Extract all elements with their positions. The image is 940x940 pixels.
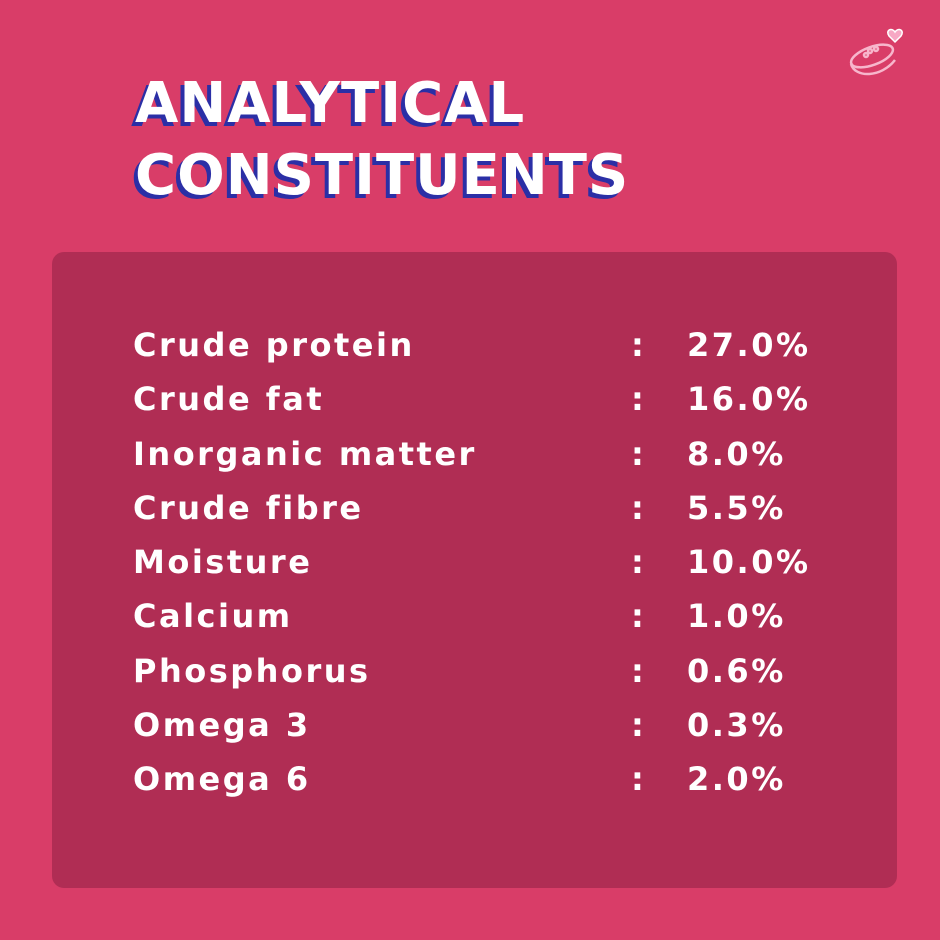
constituent-value: 0.3% bbox=[687, 706, 786, 745]
table-row: Crude fibre: 5.5% bbox=[133, 481, 853, 535]
constituent-name: Inorganic matter bbox=[133, 434, 477, 473]
separator: : bbox=[631, 543, 647, 582]
constituent-name: Crude protein bbox=[133, 326, 415, 364]
table-row: Omega 6: 2.0% bbox=[133, 752, 853, 806]
constituent-name: Omega 6 bbox=[133, 760, 311, 799]
separator: : bbox=[631, 760, 647, 799]
constituent-value: 0.6% bbox=[687, 651, 786, 690]
table-row: Omega 3: 0.3% bbox=[133, 698, 853, 752]
constituent-name: Calcium bbox=[133, 597, 293, 636]
constituent-name: Phosphorus bbox=[133, 651, 371, 690]
table-row: Inorganic matter: 8.0% bbox=[133, 427, 853, 481]
separator: : bbox=[631, 651, 647, 690]
title-line: ANALYTICAL bbox=[135, 71, 526, 136]
constituents-table: Crude protein: 27.0% Crude fat: 16.0% Inorga… bbox=[133, 318, 853, 807]
table-row: Phosphorus: 0.6% bbox=[133, 644, 853, 698]
constituent-value: 16.0% bbox=[687, 380, 811, 419]
bowl-icon bbox=[849, 28, 903, 76]
table-row: Crude fat: 16.0% bbox=[133, 372, 853, 426]
constituent-name: Crude fibre bbox=[133, 488, 364, 527]
separator: : bbox=[631, 706, 647, 745]
constituent-value: 10.0% bbox=[687, 543, 811, 582]
constituent-value: 5.5% bbox=[687, 488, 786, 527]
constituent-value: 1.0% bbox=[687, 597, 786, 636]
table-row: Moisture: 10.0% bbox=[133, 535, 853, 589]
constituent-value: 2.0% bbox=[687, 760, 786, 799]
constituent-name: Omega 3 bbox=[133, 706, 311, 745]
separator: : bbox=[631, 597, 647, 636]
constituent-name: Moisture bbox=[133, 543, 313, 582]
separator: : bbox=[631, 488, 647, 527]
separator: : bbox=[631, 434, 647, 473]
title: ANALYTICAL CONSTITUENTS bbox=[135, 68, 629, 212]
constituent-value: 8.0% bbox=[687, 434, 786, 473]
separator: : bbox=[631, 326, 647, 364]
constituent-value: 27.0% bbox=[687, 326, 811, 364]
title-line: CONSTITUENTS bbox=[135, 143, 630, 208]
panel bbox=[52, 252, 897, 888]
table-row: Calcium: 1.0% bbox=[133, 589, 853, 643]
table-row: Crude protein: 27.0% bbox=[133, 318, 853, 372]
separator: : bbox=[631, 380, 647, 419]
constituent-name: Crude fat bbox=[133, 380, 325, 419]
